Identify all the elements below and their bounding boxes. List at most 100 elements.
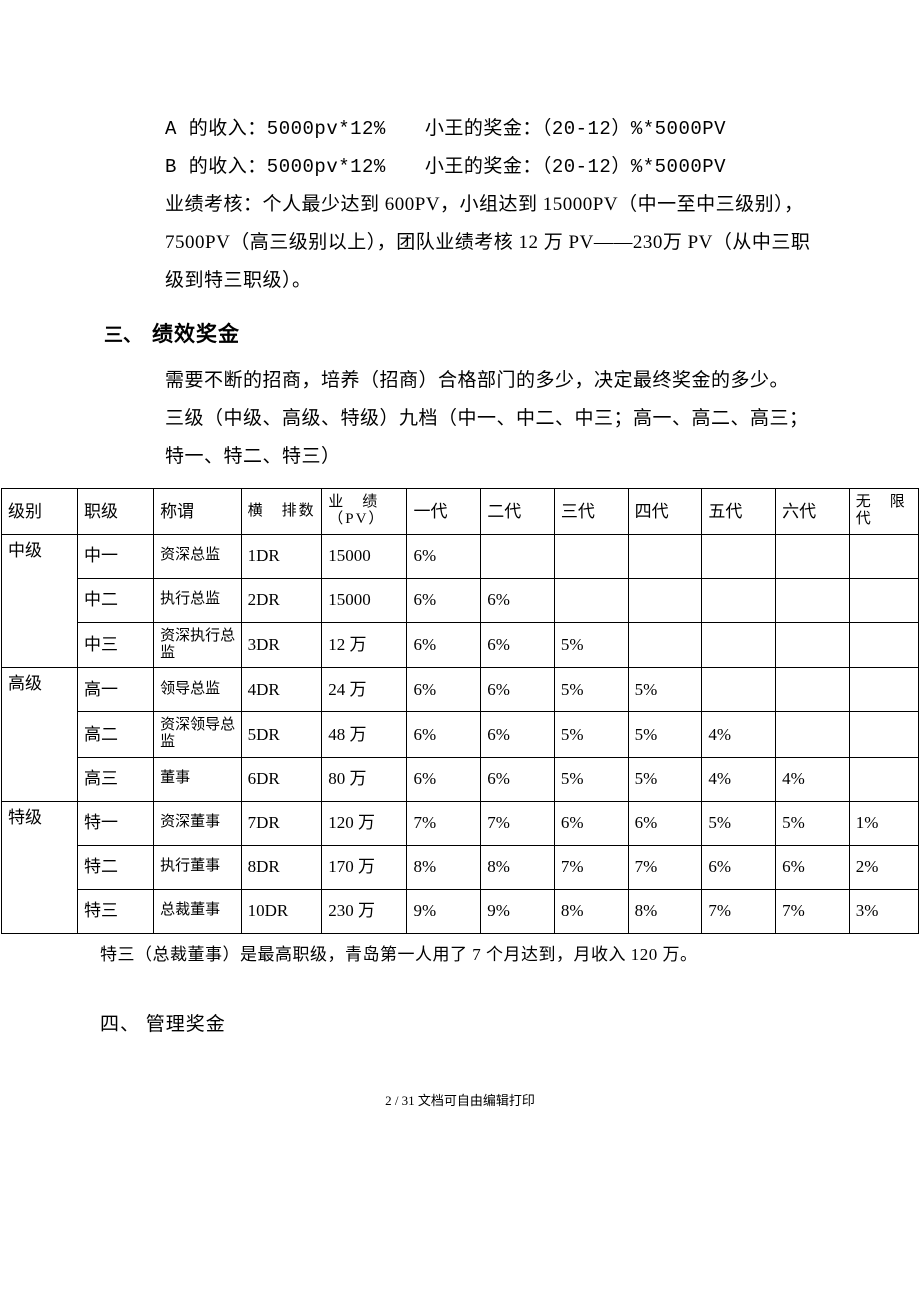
cell-level: 特级: [2, 801, 78, 933]
cell-rank: 特一: [78, 801, 154, 845]
th-g2: 二代: [481, 489, 555, 535]
cell-gen4: 8%: [628, 889, 702, 933]
cell-gen6: 4%: [776, 757, 850, 801]
cell-dr: 3DR: [241, 622, 322, 668]
cell-dr: 6DR: [241, 757, 322, 801]
cell-dr: 1DR: [241, 534, 322, 578]
cell-gen7: [849, 757, 918, 801]
cell-gen1: 6%: [407, 712, 481, 758]
cell-pv: 12 万: [322, 622, 407, 668]
cell-gen1: 6%: [407, 668, 481, 712]
cell-gen2: 6%: [481, 712, 555, 758]
th-dr: 横 排数: [241, 489, 322, 535]
cell-gen5: 4%: [702, 757, 776, 801]
section-3-title: 绩效奖金: [152, 322, 240, 346]
cell-gen6: [776, 534, 850, 578]
section-3-heading: 三、 绩效奖金: [0, 318, 920, 348]
section-3-num: 三、: [104, 325, 142, 346]
cell-gen1: 6%: [407, 757, 481, 801]
cell-pv: 80 万: [322, 757, 407, 801]
cell-gen5: 4%: [702, 712, 776, 758]
cell-gen6: [776, 622, 850, 668]
cell-title: 总裁董事: [154, 889, 242, 933]
table-footnote: 特三（总裁董事）是最高职级，青岛第一人用了 7 个月达到，月收入 120 万。: [0, 940, 920, 965]
cell-gen1: 9%: [407, 889, 481, 933]
cell-pv: 15000: [322, 578, 407, 622]
table-row: 特级特一资深董事7DR120 万7%7%6%6%5%5%1%: [2, 801, 919, 845]
cell-gen7: 1%: [849, 801, 918, 845]
table-row: 高二资深领导总监5DR48 万6%6%5%5%4%: [2, 712, 919, 758]
table-row: 高三董事6DR80 万6%6%5%5%4%4%: [2, 757, 919, 801]
cell-gen3: 5%: [554, 668, 628, 712]
cell-gen7: 2%: [849, 845, 918, 889]
cell-gen3: 8%: [554, 889, 628, 933]
cell-pv: 24 万: [322, 668, 407, 712]
cell-gen1: 8%: [407, 845, 481, 889]
cell-rank: 特二: [78, 845, 154, 889]
body-line-a: A 的收入：5000pv*12% 小王的奖金：（20-12）%*5000PV: [165, 110, 820, 148]
cell-rank: 高三: [78, 757, 154, 801]
sec3-p2: 三级（中级、高级、特级）九档（中一、中二、中三；高一、高二、高三；特一、特二、特…: [165, 400, 820, 476]
cell-gen3: [554, 578, 628, 622]
cell-gen3: 6%: [554, 801, 628, 845]
cell-gen4: [628, 578, 702, 622]
th-level: 级别: [2, 489, 78, 535]
cell-rank: 中三: [78, 622, 154, 668]
cell-gen4: [628, 622, 702, 668]
table-row: 特三总裁董事10DR230 万9%9%8%8%7%7%3%: [2, 889, 919, 933]
cell-gen6: 7%: [776, 889, 850, 933]
cell-title: 领导总监: [154, 668, 242, 712]
cell-pv: 15000: [322, 534, 407, 578]
cell-pv: 170 万: [322, 845, 407, 889]
cell-gen2: 6%: [481, 668, 555, 712]
cell-gen2: 6%: [481, 622, 555, 668]
cell-gen1: 6%: [407, 534, 481, 578]
table-row: 特二执行董事8DR170 万8%8%7%7%6%6%2%: [2, 845, 919, 889]
cell-pv: 120 万: [322, 801, 407, 845]
cell-pv: 48 万: [322, 712, 407, 758]
th-g5: 五代: [702, 489, 776, 535]
cell-rank: 高一: [78, 668, 154, 712]
page-footer: 2 / 31 文档可自由编辑打印: [0, 1090, 920, 1109]
th-rank: 职级: [78, 489, 154, 535]
cell-gen4: 5%: [628, 712, 702, 758]
body-line-b: B 的收入：5000pv*12% 小王的奖金：（20-12）%*5000PV: [165, 148, 820, 186]
cell-gen2: 7%: [481, 801, 555, 845]
cell-gen2: 8%: [481, 845, 555, 889]
cell-gen3: 7%: [554, 845, 628, 889]
cell-gen3: [554, 534, 628, 578]
cell-dr: 2DR: [241, 578, 322, 622]
cell-gen6: [776, 578, 850, 622]
cell-title: 执行董事: [154, 845, 242, 889]
cell-gen4: 5%: [628, 668, 702, 712]
th-title: 称谓: [154, 489, 242, 535]
cell-rank: 中一: [78, 534, 154, 578]
cell-level: 高级: [2, 668, 78, 802]
table-row: 中三资深执行总监3DR12 万6%6%5%: [2, 622, 919, 668]
cell-title: 董事: [154, 757, 242, 801]
cell-gen3: 5%: [554, 622, 628, 668]
cell-gen5: [702, 578, 776, 622]
table-row: 高级高一领导总监4DR24 万6%6%5%5%: [2, 668, 919, 712]
cell-title: 执行总监: [154, 578, 242, 622]
cell-gen5: 5%: [702, 801, 776, 845]
cell-pv: 230 万: [322, 889, 407, 933]
cell-gen5: 7%: [702, 889, 776, 933]
th-g1: 一代: [407, 489, 481, 535]
cell-gen6: [776, 712, 850, 758]
sec3-p1: 需要不断的招商，培养（招商）合格部门的多少，决定最终奖金的多少。: [165, 362, 820, 400]
cell-gen7: 3%: [849, 889, 918, 933]
cell-gen5: [702, 534, 776, 578]
cell-gen5: [702, 668, 776, 712]
cell-level: 中级: [2, 534, 78, 668]
cell-rank: 高二: [78, 712, 154, 758]
cell-gen5: [702, 622, 776, 668]
cell-gen7: [849, 712, 918, 758]
th-unl: 无 限代: [849, 489, 918, 535]
section-4-num: 四、: [100, 1014, 140, 1035]
body-assess: 业绩考核：个人最少达到 600PV，小组达到 15000PV（中一至中三级别），…: [165, 186, 820, 300]
section-4-title: 管理奖金: [146, 1014, 226, 1035]
cell-gen2: [481, 534, 555, 578]
cell-gen3: 5%: [554, 712, 628, 758]
cell-gen1: 6%: [407, 622, 481, 668]
